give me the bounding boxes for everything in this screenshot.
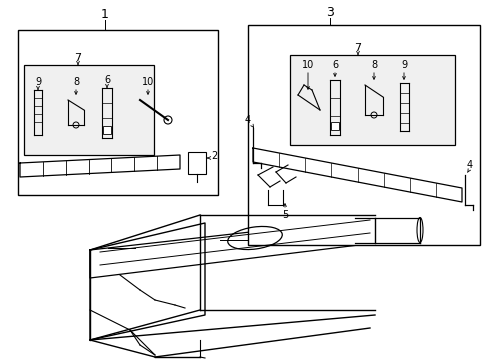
Text: 4: 4 (466, 160, 472, 170)
Bar (24, 65, 154, 155)
Text: 7: 7 (74, 53, 81, 63)
Text: 6: 6 (331, 60, 337, 70)
Polygon shape (90, 218, 374, 278)
Bar (187, 152, 205, 174)
Text: 3: 3 (325, 5, 333, 18)
Polygon shape (252, 148, 461, 202)
Text: 8: 8 (73, 77, 79, 87)
Text: 10: 10 (142, 77, 154, 87)
Text: 4: 4 (244, 115, 250, 125)
Text: 6: 6 (104, 75, 110, 85)
Bar (247, 25, 479, 245)
Bar (289, 55, 454, 145)
Bar (103, 126, 111, 134)
Text: 8: 8 (370, 60, 376, 70)
Bar (18, 30, 218, 195)
Text: 9: 9 (400, 60, 406, 70)
Text: 2: 2 (210, 151, 217, 161)
Polygon shape (90, 223, 204, 340)
Text: 1: 1 (101, 8, 109, 21)
Text: 7: 7 (354, 43, 361, 53)
Polygon shape (20, 155, 180, 177)
Text: 9: 9 (35, 77, 41, 87)
Text: 10: 10 (301, 60, 313, 70)
Text: 5: 5 (281, 210, 287, 220)
Bar (330, 122, 338, 130)
